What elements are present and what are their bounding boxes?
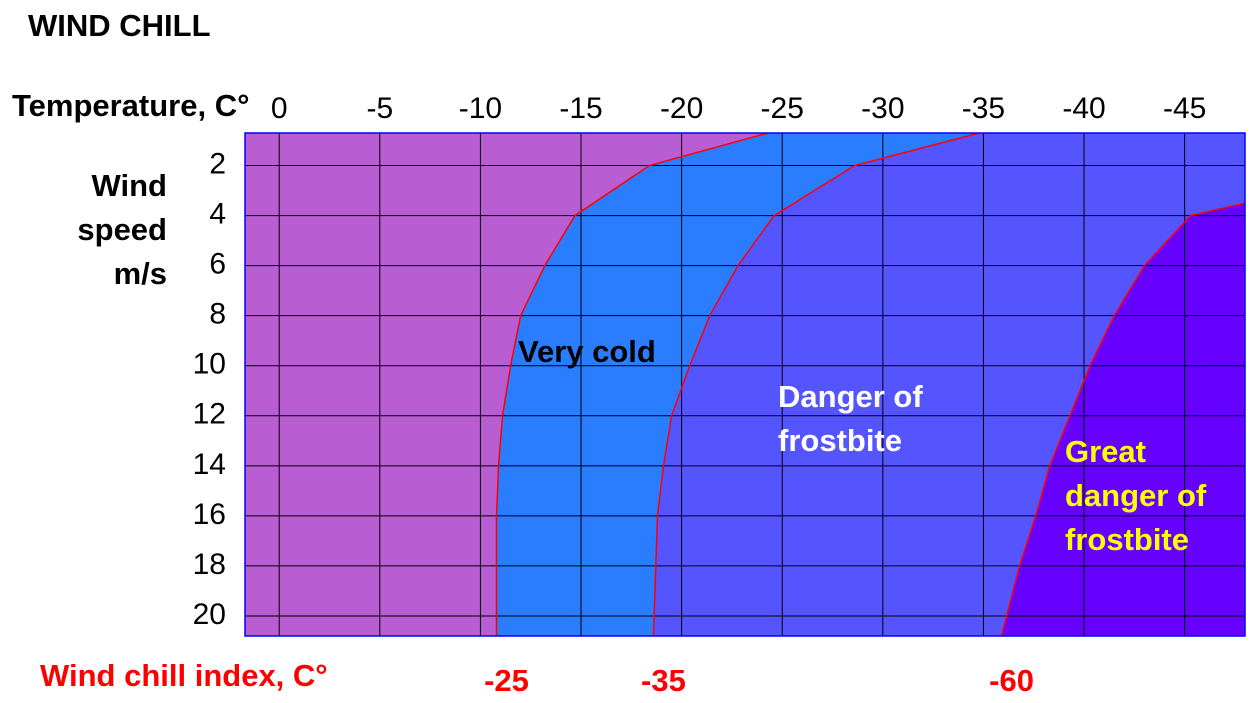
index-value: -35 (641, 663, 686, 698)
x-tick-label: -15 (559, 92, 602, 125)
y-tick-label: 6 (209, 248, 226, 281)
y-tick-label: 12 (193, 398, 226, 431)
x-tick-label: -45 (1163, 92, 1206, 125)
x-tick-label: -30 (861, 92, 904, 125)
y-tick-label: 18 (193, 548, 226, 581)
zone-label: Very cold (518, 334, 656, 369)
y-axis-label: Wind speed m/s (77, 168, 167, 291)
y-tick-label: 20 (193, 598, 226, 631)
x-tick-label: 0 (271, 92, 288, 125)
chart-title: WIND CHILL (28, 8, 211, 43)
zone-area (1001, 203, 1245, 637)
x-tick-label: -5 (366, 92, 393, 125)
x-tick-label: -20 (660, 92, 703, 125)
index-value: -60 (989, 663, 1034, 698)
zone-label: Great danger of frostbite (1065, 434, 1207, 557)
plot-border (244, 132, 1246, 637)
zone-boundary (1000, 202, 1246, 637)
zone-boundary (495, 132, 769, 636)
y-tick-label: 2 (209, 147, 226, 180)
x-tick-label: -25 (761, 92, 804, 125)
zone-label: Danger of frostbite (778, 379, 923, 458)
y-tick-label: 16 (193, 498, 226, 531)
y-tick-label: 10 (193, 348, 226, 381)
y-tick-label: 8 (209, 298, 226, 331)
x-tick-label: -35 (962, 92, 1005, 125)
x-tick-label: -40 (1062, 92, 1105, 125)
x-tick-label: -10 (459, 92, 502, 125)
y-tick-label: 14 (193, 448, 226, 481)
x-axis-label: Temperature, C° (12, 88, 250, 123)
index-value: -25 (484, 663, 529, 698)
y-tick-label: 4 (209, 198, 226, 231)
zone-boundary (652, 132, 980, 637)
index-label: Wind chill index, C° (40, 658, 328, 693)
